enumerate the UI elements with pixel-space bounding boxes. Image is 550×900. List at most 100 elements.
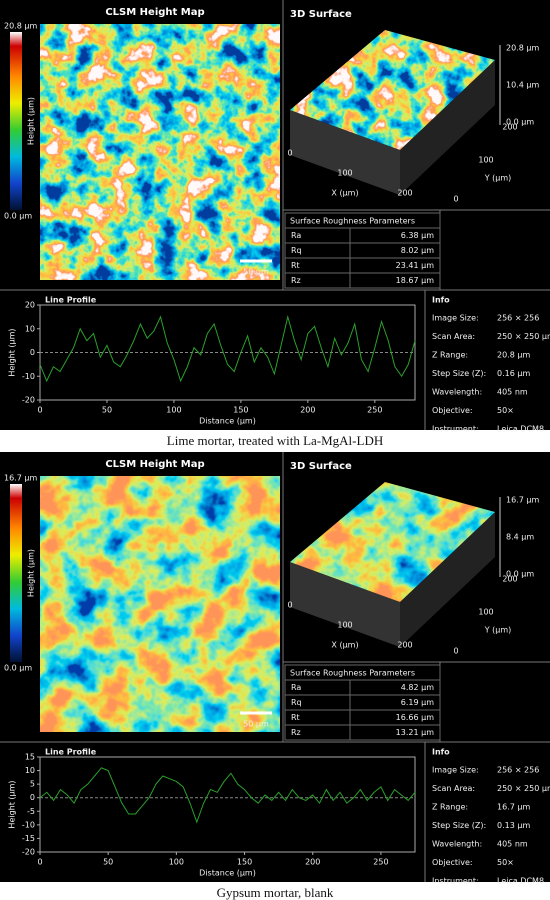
x-tick-label: 100 xyxy=(166,406,181,415)
z-axis-label: 0.0 µm xyxy=(506,570,534,579)
info-label: Wavelength: xyxy=(432,388,482,397)
param-name: Rq xyxy=(291,698,302,707)
surface-title: 3D Surface xyxy=(290,9,352,20)
colorbar-label: Height (µm) xyxy=(27,549,36,597)
y-tick-label: 15 xyxy=(25,753,35,762)
colorbar xyxy=(10,484,22,662)
z-axis-label: 16.7 µm xyxy=(506,496,539,505)
x-axis-label: 100 xyxy=(337,169,352,178)
y-axis-title: Y (µm) xyxy=(484,626,512,635)
panel: CLSM Height Map 20.8 µm 0.0 µm Height (µm) 5… xyxy=(0,0,550,448)
info-value: 16.7 µm xyxy=(497,803,530,812)
param-value: 6.38 µm xyxy=(401,231,434,240)
param-name: Ra xyxy=(291,683,301,692)
info-label: Image Size: xyxy=(432,314,479,323)
info-label: Scan Area: xyxy=(432,332,475,341)
y-axis-label: 0 xyxy=(453,195,458,204)
param-value: 13.21 µm xyxy=(396,728,435,737)
profile-line xyxy=(39,767,416,824)
info-value: 256 × 256 xyxy=(497,766,539,775)
panel: CLSM Height Map 16.7 µm 0.0 µm Height (µm) 5… xyxy=(0,452,550,900)
x-tick-label: 250 xyxy=(373,858,388,867)
height-map-image xyxy=(40,476,280,732)
info-value: 405 nm xyxy=(497,840,528,849)
z-axis-label: 10.4 µm xyxy=(506,81,539,90)
info-value: Leica DCM8 xyxy=(497,877,544,886)
param-name: Rq xyxy=(291,246,302,255)
info-value: 50× xyxy=(497,406,514,415)
x-tick-label: 100 xyxy=(169,858,184,867)
y-axis-title: Height (µm) xyxy=(8,780,17,828)
colorbar xyxy=(10,32,22,210)
profile-line xyxy=(39,314,416,383)
y-tick-label: 20 xyxy=(25,301,35,310)
x-tick-label: 0 xyxy=(37,858,42,867)
y-axis-label: 0 xyxy=(453,647,458,656)
surface-side xyxy=(400,512,495,647)
info-value: 250 × 250 µm² xyxy=(497,784,550,793)
colorbar-max: 16.7 µm xyxy=(4,474,37,483)
info-value: 0.16 µm xyxy=(497,369,530,378)
param-name: Rt xyxy=(291,713,300,722)
plot-frame xyxy=(39,756,416,853)
x-tick-label: 0 xyxy=(37,406,42,415)
table-title: Surface Roughness Parameters xyxy=(290,669,415,678)
scale-bar-label: 50 µm xyxy=(243,268,269,277)
info-value: 250 × 250 µm² xyxy=(497,332,550,341)
colorbar-label: Height (µm) xyxy=(27,97,36,145)
info-label: Wavelength: xyxy=(432,840,482,849)
chart-title: Line Profile xyxy=(45,748,97,757)
x-tick-label: 50 xyxy=(102,406,112,415)
info-title: Info xyxy=(432,296,450,305)
colorbar-min: 0.0 µm xyxy=(4,212,32,221)
y-axis-title: Height (µm) xyxy=(8,328,17,376)
info-value: 50× xyxy=(497,858,514,867)
x-axis-label: 100 xyxy=(337,621,352,630)
info-label: Step Size (Z): xyxy=(432,369,486,378)
surface-side xyxy=(290,110,400,195)
info-label: Z Range: xyxy=(432,803,468,812)
y-tick-label: -5 xyxy=(27,807,35,816)
param-value: 4.82 µm xyxy=(401,683,434,692)
param-value: 23.41 µm xyxy=(396,261,435,270)
z-axis-label: 0.0 µm xyxy=(506,118,534,127)
y-axis-label: 200 xyxy=(502,575,517,584)
info-label: Instrument: xyxy=(432,425,479,434)
y-tick-label: -20 xyxy=(22,396,35,405)
info-value: 20.8 µm xyxy=(497,351,530,360)
info-value: 0.13 µm xyxy=(497,821,530,830)
surface-side xyxy=(290,562,400,647)
info-label: Z Range: xyxy=(432,351,468,360)
y-axis-title: Y (µm) xyxy=(484,174,512,183)
param-value: 18.67 µm xyxy=(396,276,435,285)
table-title: Surface Roughness Parameters xyxy=(290,217,415,226)
x-axis-label: 200 xyxy=(397,641,412,650)
x-tick-label: 50 xyxy=(103,858,113,867)
y-axis-label: 100 xyxy=(478,608,493,617)
x-axis-label: 0 xyxy=(287,149,292,158)
info-value: 405 nm xyxy=(497,388,528,397)
info-label: Objective: xyxy=(432,858,473,867)
info-value: Leica DCM8 xyxy=(497,425,544,434)
x-tick-label: 200 xyxy=(305,858,320,867)
info-title: Info xyxy=(432,748,450,757)
info-label: Image Size: xyxy=(432,766,479,775)
height-map-image xyxy=(40,24,280,280)
y-tick-label: 10 xyxy=(25,766,35,775)
y-tick-label: -15 xyxy=(22,834,35,843)
chart-title: Line Profile xyxy=(45,296,97,305)
x-axis-title: X (µm) xyxy=(331,641,358,650)
param-name: Rz xyxy=(291,276,301,285)
y-tick-label: 10 xyxy=(25,324,35,333)
y-tick-label: 5 xyxy=(30,780,35,789)
param-value: 6.19 µm xyxy=(401,698,434,707)
param-name: Ra xyxy=(291,231,301,240)
y-tick-label: 0 xyxy=(30,348,35,357)
x-tick-label: 250 xyxy=(367,406,382,415)
z-axis-label: 20.8 µm xyxy=(506,44,539,53)
y-axis-label: 100 xyxy=(478,156,493,165)
surface-side xyxy=(400,60,495,195)
param-name: Rz xyxy=(291,728,301,737)
param-name: Rt xyxy=(291,261,300,270)
